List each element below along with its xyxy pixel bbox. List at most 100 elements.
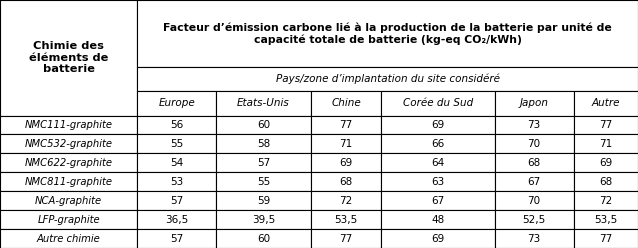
Bar <box>574 172 638 191</box>
Text: Japon: Japon <box>519 98 549 108</box>
Text: Autre chimie: Autre chimie <box>37 234 100 244</box>
Bar <box>137 191 216 210</box>
Bar <box>382 210 494 229</box>
Text: 55: 55 <box>170 139 183 149</box>
Text: NCA-graphite: NCA-graphite <box>35 196 102 206</box>
Bar <box>382 191 494 210</box>
Text: 64: 64 <box>431 158 445 168</box>
Bar <box>382 154 494 172</box>
Text: 77: 77 <box>599 120 612 130</box>
Bar <box>494 172 574 191</box>
Text: Chimie des
éléments de
batterie: Chimie des éléments de batterie <box>29 41 108 74</box>
Bar <box>0 191 137 210</box>
Text: 48: 48 <box>431 215 445 225</box>
Text: NMC532-graphite: NMC532-graphite <box>25 139 112 149</box>
Text: Pays/zone d’implantation du site considéré: Pays/zone d’implantation du site considé… <box>276 74 500 84</box>
Bar <box>137 172 216 191</box>
Bar <box>311 191 382 210</box>
Text: 69: 69 <box>431 234 445 244</box>
Text: 60: 60 <box>257 234 270 244</box>
Text: 63: 63 <box>431 177 445 187</box>
Bar <box>574 91 638 116</box>
Bar <box>0 154 137 172</box>
Bar <box>216 229 311 248</box>
Text: 77: 77 <box>339 120 353 130</box>
Text: Etats-Unis: Etats-Unis <box>237 98 290 108</box>
Text: NMC111-graphite: NMC111-graphite <box>25 120 112 130</box>
Bar <box>574 154 638 172</box>
Text: 60: 60 <box>257 120 270 130</box>
Bar <box>0 0 137 116</box>
Text: 53: 53 <box>170 177 183 187</box>
Text: Corée du Sud: Corée du Sud <box>403 98 473 108</box>
Bar <box>382 91 494 116</box>
Bar <box>311 91 382 116</box>
Text: 57: 57 <box>170 196 183 206</box>
Text: 72: 72 <box>599 196 612 206</box>
Bar <box>574 134 638 154</box>
Text: NMC622-graphite: NMC622-graphite <box>25 158 112 168</box>
Text: 70: 70 <box>528 139 540 149</box>
Bar <box>311 116 382 134</box>
Text: 53,5: 53,5 <box>334 215 358 225</box>
Bar <box>311 134 382 154</box>
Bar <box>216 210 311 229</box>
Bar <box>494 91 574 116</box>
Bar <box>574 210 638 229</box>
Text: 69: 69 <box>339 158 353 168</box>
Bar <box>311 154 382 172</box>
Text: 68: 68 <box>339 177 353 187</box>
Bar <box>216 91 311 116</box>
Text: 66: 66 <box>431 139 445 149</box>
Text: 54: 54 <box>170 158 183 168</box>
Bar <box>137 210 216 229</box>
Text: 69: 69 <box>431 120 445 130</box>
Text: Autre: Autre <box>591 98 620 108</box>
Text: 56: 56 <box>170 120 183 130</box>
Bar <box>216 154 311 172</box>
Text: 58: 58 <box>257 139 270 149</box>
Bar <box>137 0 638 67</box>
Text: LFP-graphite: LFP-graphite <box>37 215 100 225</box>
Text: 68: 68 <box>528 158 540 168</box>
Bar <box>137 229 216 248</box>
Bar <box>574 191 638 210</box>
Text: 53,5: 53,5 <box>594 215 618 225</box>
Bar <box>494 134 574 154</box>
Text: 36,5: 36,5 <box>165 215 188 225</box>
Text: 39,5: 39,5 <box>252 215 275 225</box>
Text: 67: 67 <box>528 177 540 187</box>
Text: Chine: Chine <box>331 98 361 108</box>
Text: 68: 68 <box>599 177 612 187</box>
Text: 77: 77 <box>599 234 612 244</box>
Text: 69: 69 <box>599 158 612 168</box>
Text: 73: 73 <box>528 234 540 244</box>
Bar <box>137 91 216 116</box>
Text: Facteur d’émission carbone lié à la production de la batterie par unité de
capac: Facteur d’émission carbone lié à la prod… <box>163 22 612 45</box>
Bar <box>574 229 638 248</box>
Text: 67: 67 <box>431 196 445 206</box>
Bar <box>382 172 494 191</box>
Bar <box>0 134 137 154</box>
Text: 55: 55 <box>257 177 270 187</box>
Text: 71: 71 <box>599 139 612 149</box>
Bar <box>0 210 137 229</box>
Text: 73: 73 <box>528 120 540 130</box>
Bar <box>574 116 638 134</box>
Bar <box>0 229 137 248</box>
Bar <box>137 154 216 172</box>
Text: Europe: Europe <box>158 98 195 108</box>
Text: 71: 71 <box>339 139 353 149</box>
Bar <box>382 116 494 134</box>
Bar <box>494 191 574 210</box>
Bar <box>494 229 574 248</box>
Bar <box>382 134 494 154</box>
Bar <box>311 172 382 191</box>
Bar <box>216 191 311 210</box>
Bar <box>494 210 574 229</box>
Bar <box>494 154 574 172</box>
Text: 77: 77 <box>339 234 353 244</box>
Text: 72: 72 <box>339 196 353 206</box>
Bar <box>216 172 311 191</box>
Bar <box>137 116 216 134</box>
